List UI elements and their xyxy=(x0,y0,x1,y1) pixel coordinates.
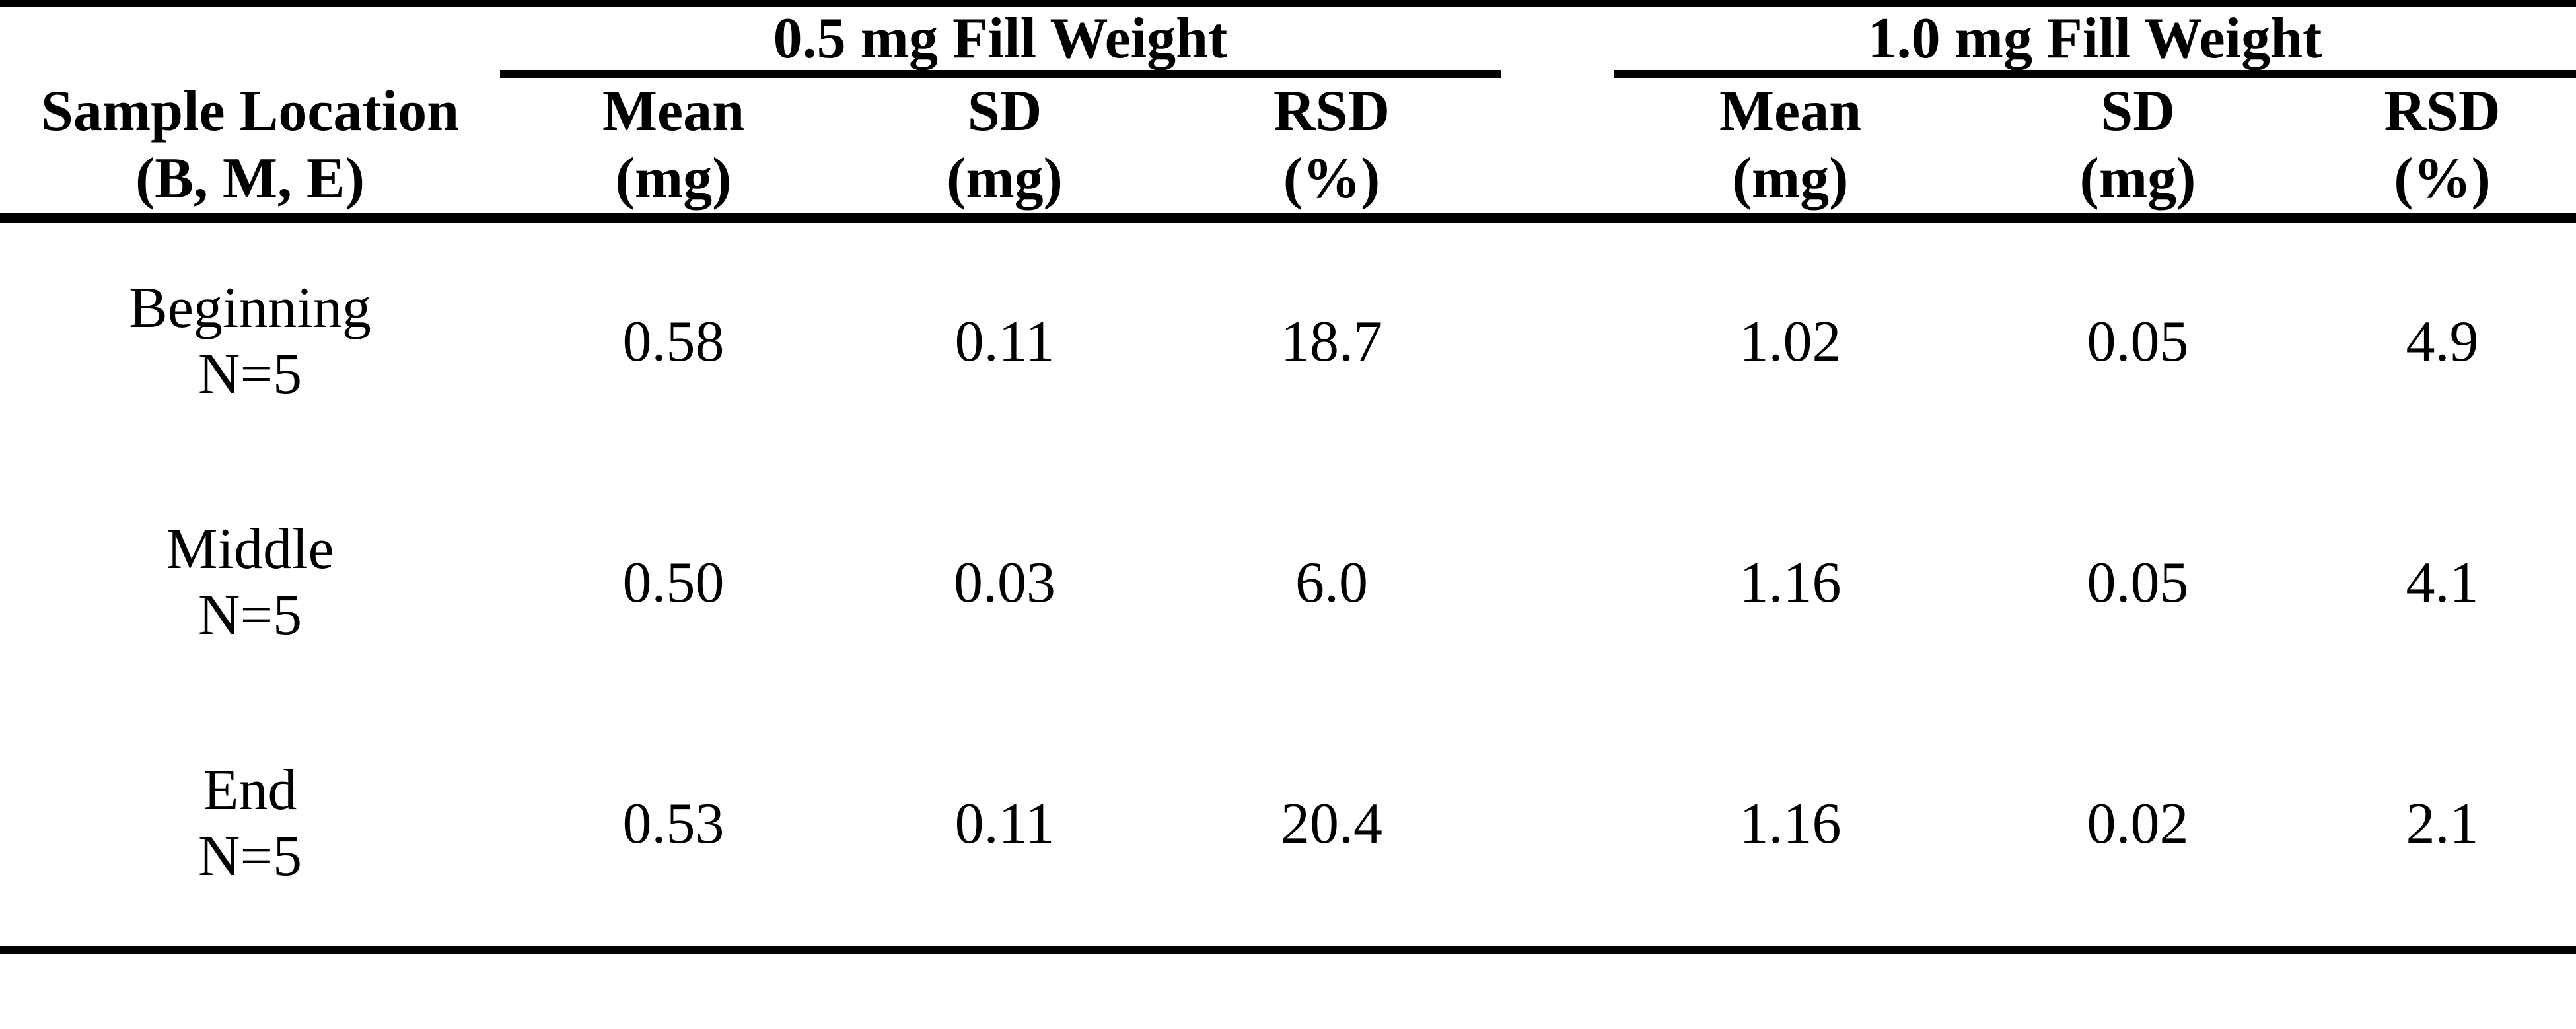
row-label-end: End N=5 xyxy=(0,705,500,946)
table-cell: 0.11 xyxy=(847,223,1163,464)
table-cell: 0.58 xyxy=(500,223,847,464)
table-bottom-rule xyxy=(0,946,2576,954)
column-header-line: (mg) xyxy=(1732,147,1849,211)
cell-value: 4.9 xyxy=(2406,309,2479,374)
group-header-1.0mg: 1.0 mg Fill Weight xyxy=(1867,6,2322,71)
cell-value: 0.11 xyxy=(954,309,1055,374)
table-cell: 20.4 xyxy=(1163,705,1501,946)
group-underline-0.5mg xyxy=(500,70,1501,78)
column-header-line: (mg) xyxy=(2079,147,2196,211)
column-header-line: Sample Location xyxy=(40,79,460,143)
row-location-label: Middle xyxy=(166,517,334,581)
cell-value: 18.7 xyxy=(1281,309,1382,374)
column-header-line: Mean xyxy=(1719,79,1862,143)
cell-value: 0.58 xyxy=(622,309,725,374)
table-cell: 18.7 xyxy=(1163,223,1501,464)
column-header-line: RSD xyxy=(1273,79,1390,143)
table-cell: 4.1 xyxy=(2308,464,2576,705)
table-cell: 6.0 xyxy=(1163,464,1501,705)
cell-value: 0.03 xyxy=(954,550,1055,615)
cell-value: 1.02 xyxy=(1739,309,1842,374)
table-cell: 2.1 xyxy=(2308,705,2576,946)
column-header-line: (%) xyxy=(2394,147,2491,211)
row-n-label: N=5 xyxy=(197,342,303,406)
group-header-0.5mg: 0.5 mg Fill Weight xyxy=(773,6,1228,71)
table-cell: 0.53 xyxy=(500,705,847,946)
table-cell: 0.02 xyxy=(1967,705,2308,946)
column-header-line: Mean xyxy=(602,79,745,143)
column-header-rsd-1.0mg: RSD (%) xyxy=(2308,78,2576,213)
header-bottom-rule xyxy=(0,213,2576,223)
cell-value: 1.16 xyxy=(1739,791,1842,856)
column-header-sd-0.5mg: SD (mg) xyxy=(847,78,1163,213)
row-n-label: N=5 xyxy=(197,583,303,647)
column-header-line: (%) xyxy=(1283,147,1380,211)
column-header-mean-1.0mg: Mean (mg) xyxy=(1614,78,1967,213)
cell-value: 20.4 xyxy=(1281,791,1382,856)
cell-value: 0.50 xyxy=(622,550,725,615)
column-header-sample-location: Sample Location (B, M, E) xyxy=(0,78,500,213)
table-cell: 0.50 xyxy=(500,464,847,705)
group-underline-1.0mg xyxy=(1614,70,2576,78)
column-header-line: (mg) xyxy=(615,147,732,211)
column-header-line: RSD xyxy=(2384,79,2501,143)
row-location-label: Beginning xyxy=(129,276,371,340)
row-label-beginning: Beginning N=5 xyxy=(0,223,500,464)
table-cell: 0.11 xyxy=(847,705,1163,946)
table-cell: 0.03 xyxy=(847,464,1163,705)
column-header-line: SD xyxy=(2100,79,2175,143)
row-n-label: N=5 xyxy=(197,824,303,888)
table-cell: 1.16 xyxy=(1614,705,1967,946)
cell-value: 1.16 xyxy=(1739,550,1842,615)
column-header-line: (mg) xyxy=(947,147,1063,211)
cell-value: 0.02 xyxy=(2087,791,2189,856)
cell-value: 6.0 xyxy=(1295,550,1368,615)
table-cell: 1.02 xyxy=(1614,223,1967,464)
column-header-sd-1.0mg: SD (mg) xyxy=(1967,78,2308,213)
column-header-rsd-0.5mg: RSD (%) xyxy=(1163,78,1501,213)
table-cell: 0.05 xyxy=(1967,464,2308,705)
cell-value: 2.1 xyxy=(2406,791,2479,856)
row-location-label: End xyxy=(203,758,297,822)
table-cell: 1.16 xyxy=(1614,464,1967,705)
row-label-middle: Middle N=5 xyxy=(0,464,500,705)
cell-value: 0.05 xyxy=(2087,309,2189,374)
cell-value: 0.05 xyxy=(2087,550,2189,615)
table-cell: 0.05 xyxy=(1967,223,2308,464)
column-header-line: SD xyxy=(967,79,1042,143)
table-cell: 4.9 xyxy=(2308,223,2576,464)
table-top-rule xyxy=(0,0,2576,7)
cell-value: 0.11 xyxy=(954,791,1055,856)
column-header-line: (B, M, E) xyxy=(135,147,365,211)
cell-value: 0.53 xyxy=(622,791,725,856)
column-header-mean-0.5mg: Mean (mg) xyxy=(500,78,847,213)
cell-value: 4.1 xyxy=(2406,550,2479,615)
